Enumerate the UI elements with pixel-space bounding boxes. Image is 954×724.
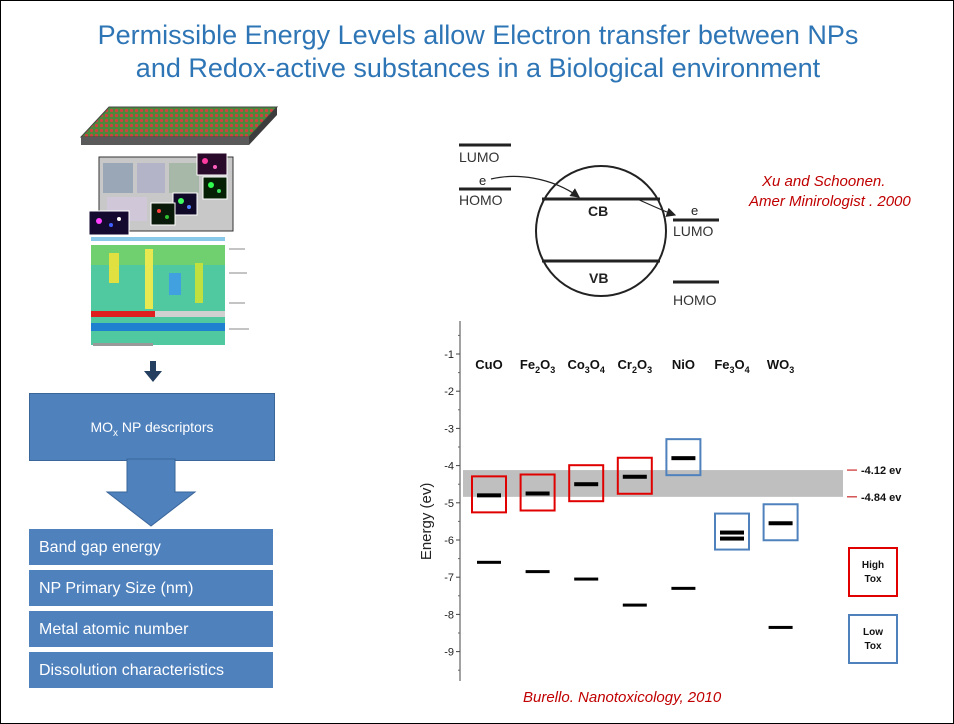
conduction-band-mark [622,474,647,479]
y-tick-label: -7 [444,572,454,584]
valence-band-mark [574,577,599,581]
band-ref-label: -4.12 ev [861,465,902,477]
descriptor-atomic-number: Metal atomic number [29,611,273,649]
homo-right-label: HOMO [673,292,717,308]
band-ref-label: -4.84 ev [861,492,902,504]
mox-rest: NP descriptors [118,419,214,435]
y-axis-label: Energy (ev) [418,483,435,561]
toxicity-box [762,503,799,542]
valence-band-mark [477,560,501,564]
legend-label-line2: Tox [864,574,881,585]
legend-label-line1: High [862,560,884,571]
lumo-right-label: LUMO [673,223,714,239]
toxicity-box [519,473,556,512]
slide-title: Permissible Energy Levels allow Electron… [1,19,953,85]
toxicity-box [714,512,750,551]
y-tick-label: -9 [444,647,454,659]
conduction-band-mark [574,482,599,487]
category-label: NiO [672,357,695,372]
heatmap-image [88,153,249,346]
citation-xu-line1: Xu and Schoonen. [762,173,886,190]
electron-right-label: e [691,203,698,218]
toxicity-box [471,475,507,514]
mox-subscript: x [113,427,119,439]
homo-left-label: HOMO [459,192,503,208]
legend-box [848,614,898,664]
y-tick-label: -2 [444,386,454,398]
valence-band-mark [671,586,696,590]
conduction-band-mark [768,521,793,526]
vb-label: VB [589,270,608,286]
y-tick-label: -5 [444,498,454,510]
category-label: Fe3O4 [714,357,749,375]
legend-label-line2: Tox [864,641,881,652]
y-tick-label: -3 [444,423,454,435]
category-label: WO3 [767,357,794,375]
electron-left-label: e [479,173,486,188]
toxicity-box [616,456,653,495]
conduction-band-mark [720,530,744,535]
big-down-arrow-icon [105,458,197,527]
toxicity-box [568,464,605,503]
category-label: CuO [475,357,502,372]
y-tick-label: -8 [444,609,454,621]
toxicity-box [665,438,702,477]
category-label: Fe2O3 [520,357,555,375]
valence-band-mark [525,570,550,574]
electron-transfer-arrow-in [490,175,580,198]
lumo-left-label: LUMO [459,149,500,165]
valence-band-mark [622,603,647,607]
conduction-band-mark [477,493,501,498]
y-tick-label: -4 [444,461,454,473]
microarray-slide-image [79,106,279,145]
mox-base: MO [90,419,114,435]
conduction-band-mark [720,536,744,541]
band-diagram: LUMO e HOMO CB VB e LUMO HOMO [459,143,719,308]
valence-band-mark [768,625,793,629]
y-tick-label: -1 [444,349,454,361]
title-line-1: Permissible Energy Levels allow Electron… [97,20,859,50]
legend-box [848,547,898,597]
energy-level-chart: -1-2-3-4-5-6-7-8-9-10Energy (ev)CuOFe2O3… [418,321,902,681]
nanoparticle-circle [535,165,667,297]
conduction-band-mark [671,456,696,461]
conduction-band-mark [525,491,550,496]
cb-label: CB [588,203,608,219]
descriptor-primary-size: NP Primary Size (nm) [29,570,273,608]
down-arrow-icon [144,361,162,382]
category-label: Cr2O3 [617,357,652,375]
citation-xu-line2: Amer Minirologist . 2000 [749,193,911,210]
electron-transfer-arrow-out [636,198,677,217]
title-line-2: and Redox-active substances in a Biologi… [135,53,821,83]
citation-burello: Burello. Nanotoxicology, 2010 [523,689,722,706]
descriptor-dissolution: Dissolution characteristics [29,652,273,690]
legend-label-line1: Low [863,627,883,638]
mox-descriptors-box: MOx NP descriptors [29,393,275,461]
category-label: Co3O4 [567,357,605,375]
y-tick-label: -6 [444,535,454,547]
descriptor-band-gap: Band gap energy [29,529,273,567]
